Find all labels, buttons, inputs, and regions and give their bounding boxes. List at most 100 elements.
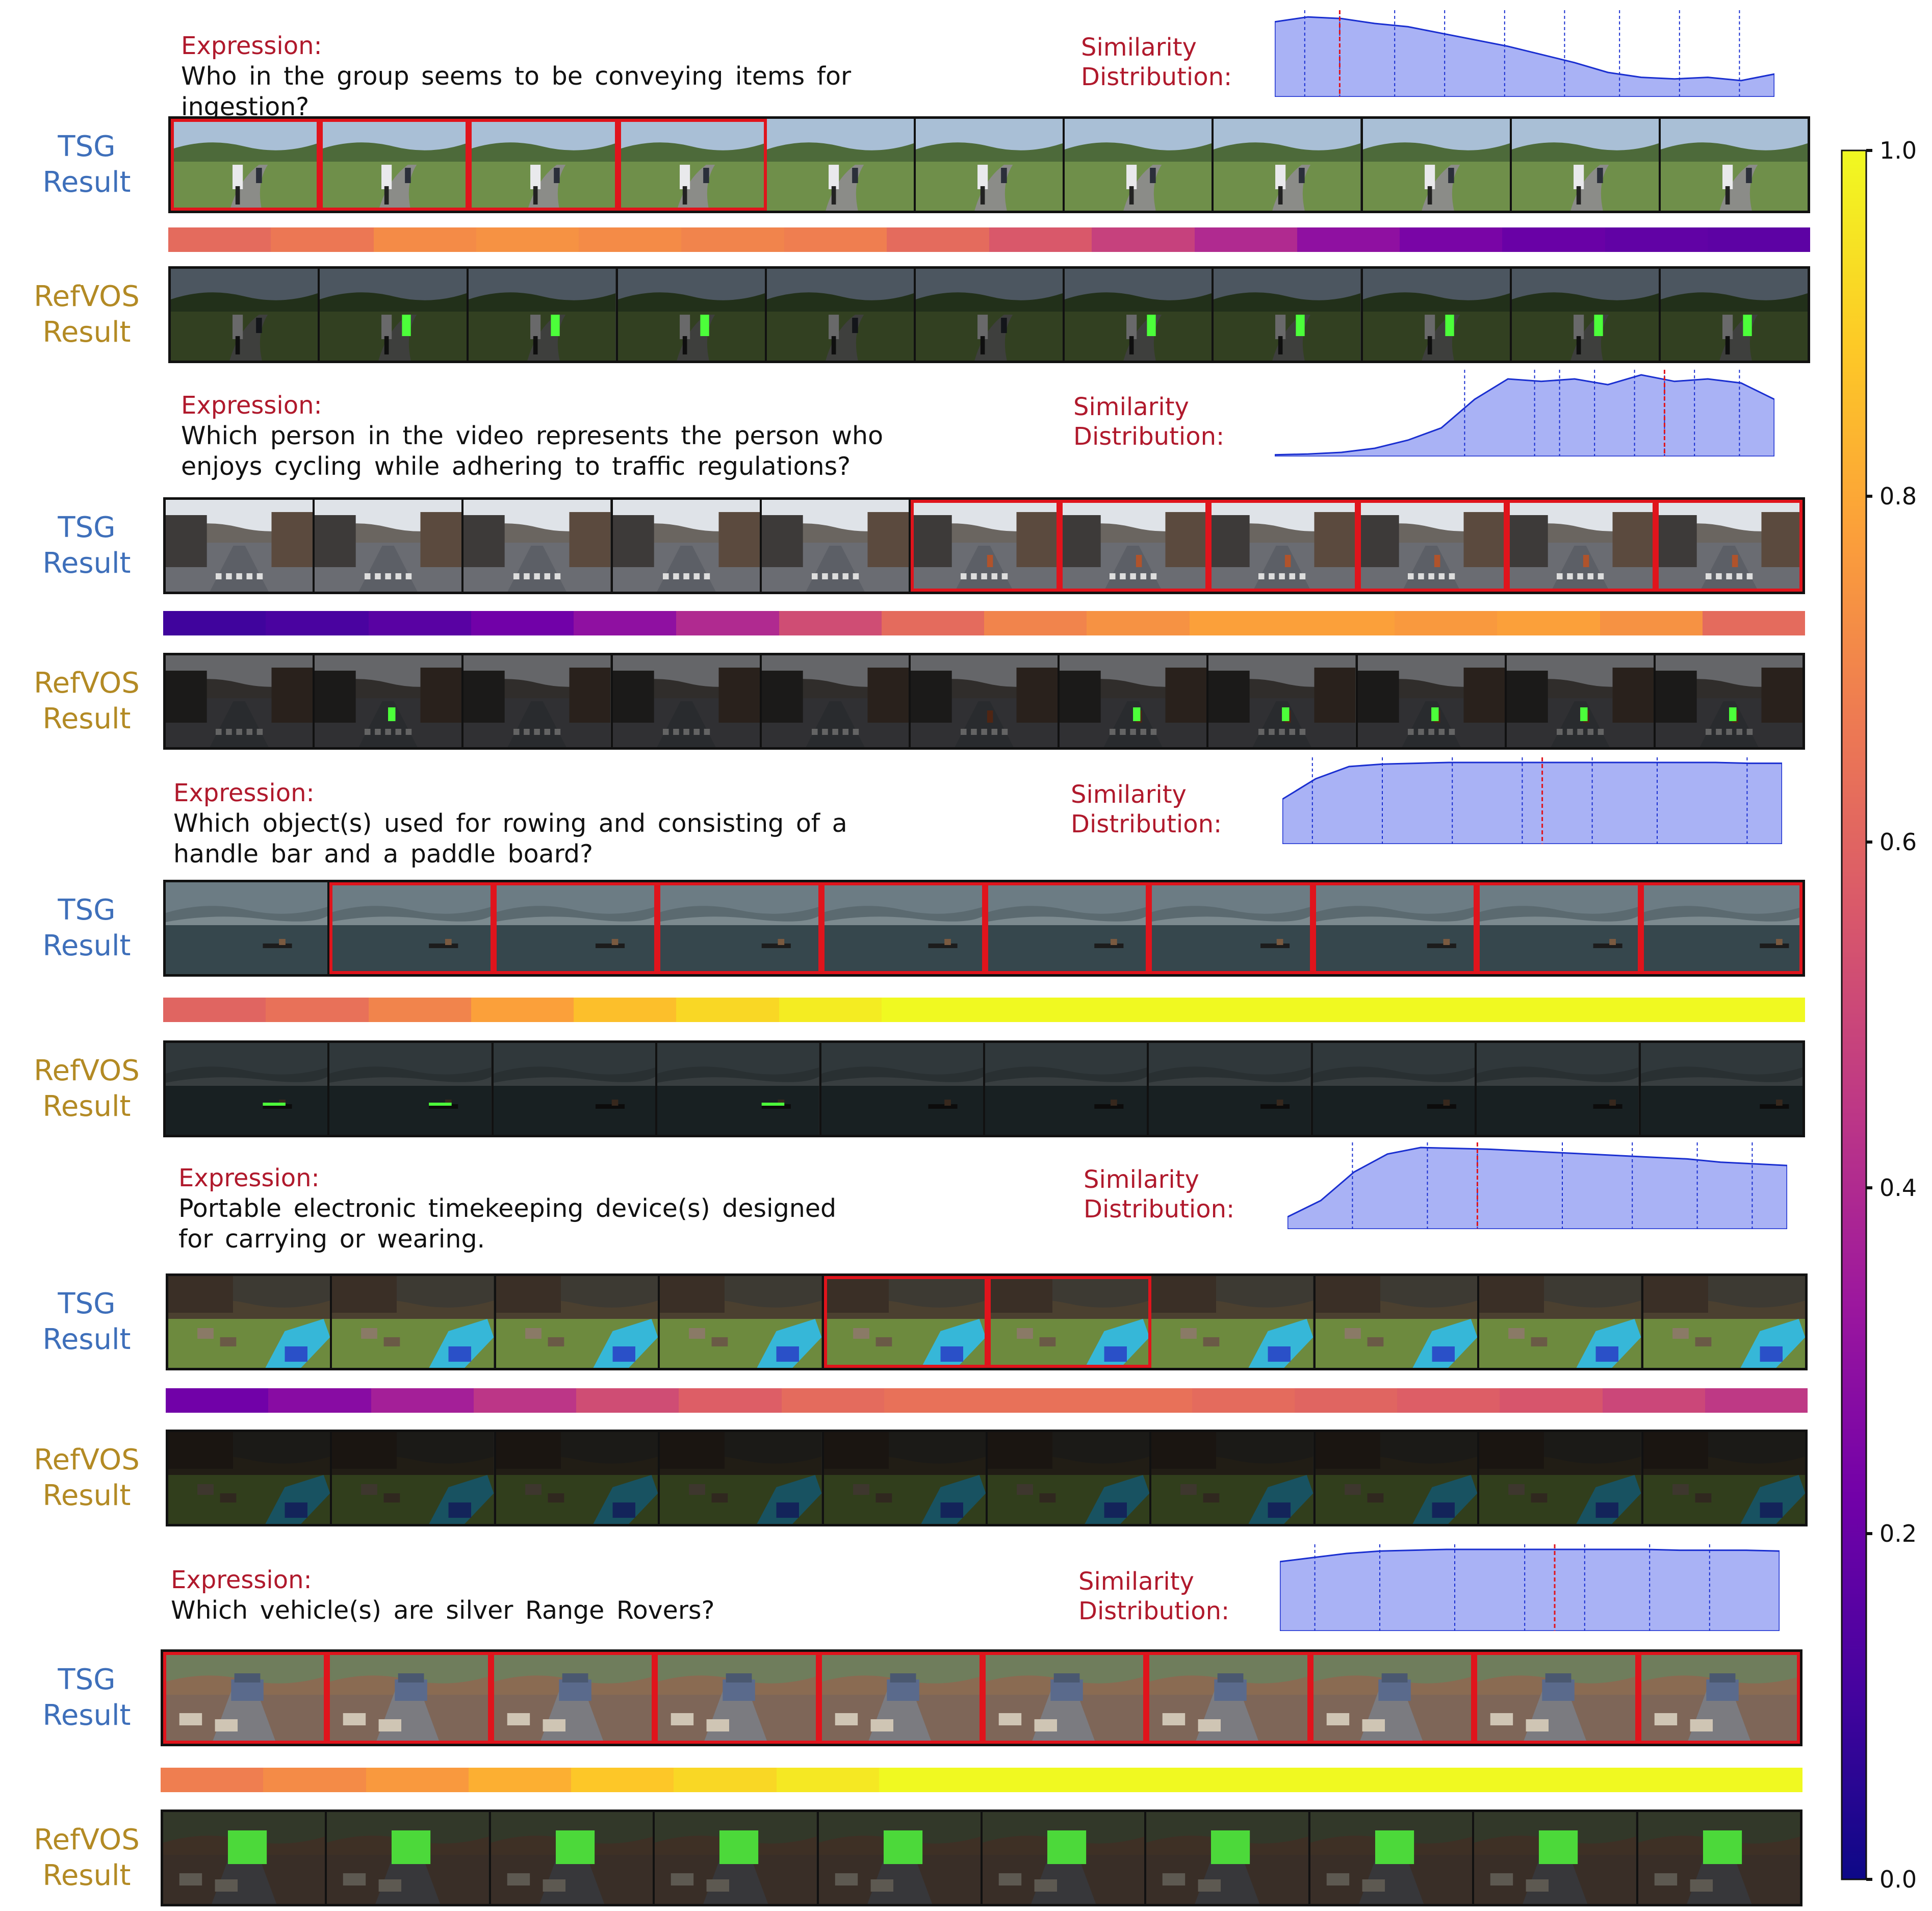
highlighted-frame (1312, 882, 1477, 974)
heat-cell (1395, 998, 1498, 1022)
highlighted-frame (493, 882, 658, 974)
heat-cell (574, 998, 677, 1022)
expression-label: Expression: (181, 32, 322, 60)
heat-cell (884, 1388, 987, 1413)
heat-cell (776, 1768, 879, 1792)
masked-frame (315, 655, 464, 747)
highlighted-frame (1655, 500, 1802, 592)
heat-cell (779, 611, 882, 635)
masked-frame (1357, 655, 1507, 747)
video-frame (496, 1276, 660, 1368)
video-frame (1477, 1043, 1641, 1135)
highlighted-frame (1506, 500, 1656, 592)
heat-cell (987, 1388, 1090, 1413)
refvos-frame-strip (166, 1430, 1808, 1526)
highlighted-frame (657, 882, 821, 974)
refvos-result-label: RefVOS Result (34, 667, 140, 735)
highlighted-frame (617, 119, 767, 211)
heat-cell (163, 998, 266, 1022)
heat-cell (1702, 611, 1805, 635)
video-frame (171, 269, 320, 361)
similarity-distribution-label: Similarity Distribution: (1073, 393, 1225, 451)
video-frame (496, 1432, 660, 1524)
video-frame (463, 500, 613, 592)
heat-cell (1189, 611, 1292, 635)
expression-label: Expression: (171, 1566, 312, 1594)
similarity-area (1275, 374, 1774, 456)
heat-cell (1395, 611, 1498, 635)
video-frame (660, 1276, 824, 1368)
heat-cell (676, 998, 779, 1022)
video-frame (168, 1432, 332, 1524)
expression-text: Who in the group seems to be conveying i… (181, 62, 852, 121)
colorbar-tick-label: 0.8 (1879, 482, 1917, 510)
video-frame (766, 269, 916, 361)
highlighted-frame (329, 882, 494, 974)
heat-cell (271, 227, 374, 252)
heat-cell (1089, 1388, 1192, 1413)
colorbar-tick-label: 0.4 (1879, 1174, 1917, 1202)
heat-cell (166, 1388, 269, 1413)
expression-label: Expression: (173, 779, 315, 807)
refvos-result-label: RefVOS Result (34, 280, 140, 349)
similarity-distribution-plot (1275, 370, 1774, 456)
video-frame (761, 500, 911, 592)
tsg-result-label: TSG Result (42, 1663, 131, 1732)
video-frame (821, 1043, 986, 1135)
heat-cell (163, 611, 266, 635)
heat-cell (1400, 227, 1503, 252)
similarity-distribution-label: Similarity Distribution: (1081, 33, 1232, 91)
highlighted-frame (983, 1652, 1147, 1744)
masked-frame (1660, 269, 1808, 361)
heat-cell (1397, 1388, 1500, 1413)
heat-cell (574, 611, 677, 635)
masked-frame (1065, 269, 1214, 361)
tsg-frame-strip (163, 497, 1805, 594)
heat-cell (674, 1768, 777, 1792)
masked-frame (1474, 1812, 1638, 1904)
expression-label: Expression: (181, 391, 322, 420)
heat-cell (1292, 611, 1395, 635)
video-frame (612, 500, 762, 592)
masked-frame (320, 269, 469, 361)
similarity-area (1275, 16, 1774, 97)
highlighted-frame (1149, 882, 1313, 974)
highlighted-frame (910, 500, 1060, 592)
heat-cell (781, 1388, 884, 1413)
highlighted-frame (1310, 1652, 1475, 1744)
refvos-frame-strip (163, 1040, 1805, 1137)
highlighted-frame (1477, 882, 1641, 974)
video-frame (1315, 1432, 1480, 1524)
tsg-frame-strip (166, 1273, 1808, 1370)
heat-cell (1500, 1388, 1603, 1413)
heat-cell (989, 227, 1092, 252)
highlighted-frame (1474, 1652, 1638, 1744)
heat-cell (168, 227, 271, 252)
colorbar-tick-label: 0.2 (1879, 1520, 1917, 1547)
video-frame (823, 1432, 988, 1524)
highlighted-frame (655, 1652, 819, 1744)
highlighted-frame (818, 1652, 983, 1744)
similarity-distribution-label: Similarity Distribution: (1084, 1165, 1235, 1224)
masked-frame (983, 1812, 1147, 1904)
heat-cell (1600, 611, 1703, 635)
masked-frame (1638, 1812, 1800, 1904)
highlighted-frame (823, 1276, 988, 1368)
heat-cell (1187, 1768, 1290, 1792)
video-frame (1479, 1432, 1643, 1524)
heat-cell (1705, 1388, 1808, 1413)
heat-cell (984, 611, 1087, 635)
tsg-result-label: TSG Result (42, 130, 131, 199)
heat-cell (1702, 998, 1805, 1022)
masked-frame (1655, 655, 1802, 747)
similarity-area (1287, 1146, 1787, 1229)
highlighted-frame (327, 1652, 491, 1744)
video-frame (985, 1043, 1149, 1135)
heat-cell (1497, 998, 1600, 1022)
masked-frame (1511, 269, 1661, 361)
video-frame (988, 1432, 1152, 1524)
heat-cell (1294, 1388, 1397, 1413)
video-frame (612, 655, 762, 747)
video-frame (166, 882, 330, 974)
masked-frame (617, 269, 767, 361)
